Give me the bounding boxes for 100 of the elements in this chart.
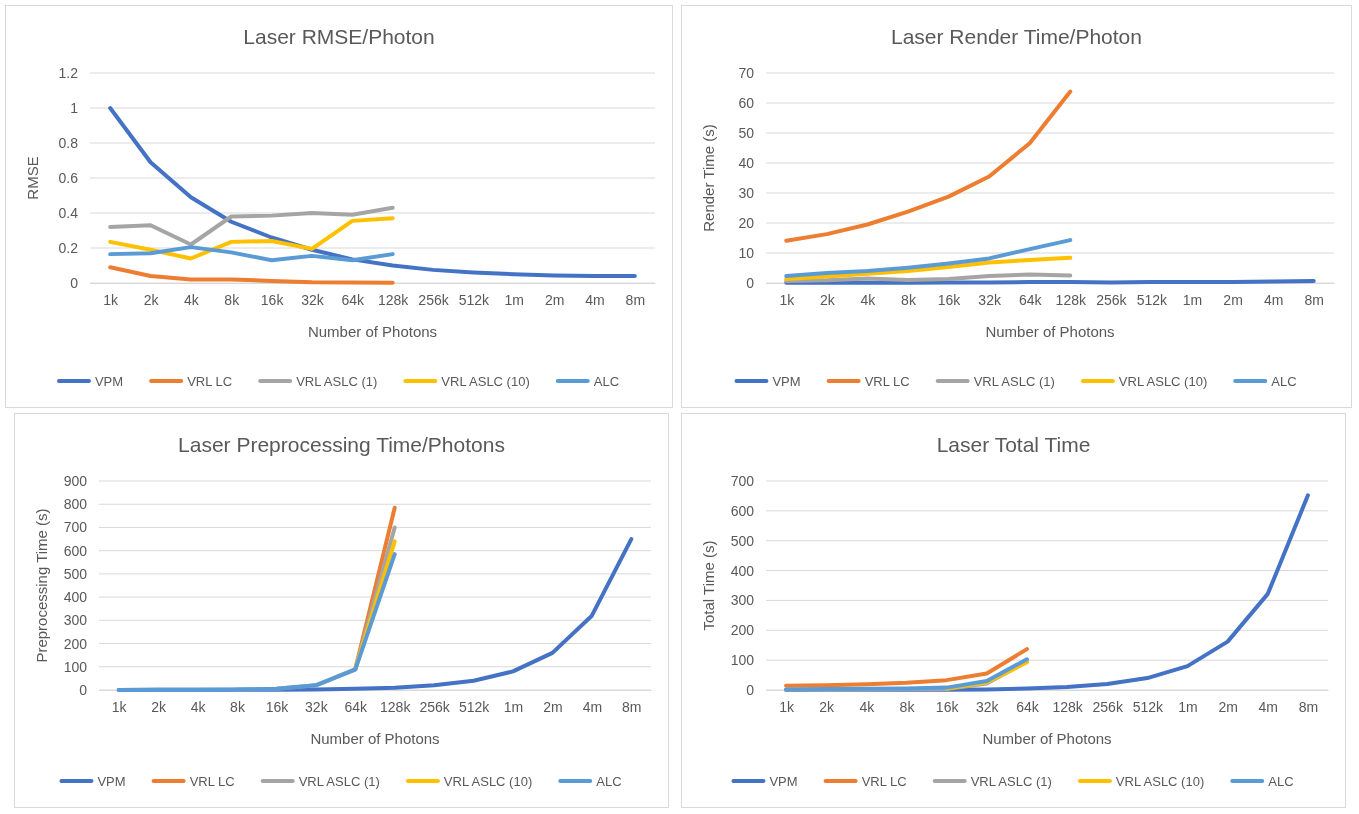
x-tick-label: 8m [1298,698,1319,715]
legend-label: VRL ASLC (1) [970,774,1052,789]
x-tick-label: 256k [418,291,450,308]
x-tick-label: 128k [1052,698,1084,715]
x-tick-label: 64k [344,698,369,715]
x-tick-label: 128k [378,291,410,308]
x-tick-label: 8k [230,698,246,715]
y-tick-label: 0.2 [58,239,79,256]
legend-label: VRL ASLC (10) [1118,374,1208,389]
y-axis-title: Total Time (s) [700,540,717,631]
legend-label: VPM [94,374,124,389]
x-tick-label: 1k [779,698,795,715]
chart-title: Laser Total Time [936,433,1091,456]
y-tick-label: 60 [738,94,755,111]
x-axis-title: Number of Photons [307,323,438,340]
y-tick-label: 600 [730,502,755,519]
x-tick-label: 16k [937,291,962,308]
x-tick-label: 512k [1136,291,1169,308]
x-tick-label: 128k [380,698,412,715]
x-tick-label: 512k [458,291,491,308]
x-tick-label: 2m [1223,291,1243,308]
x-tick-label: 4k [190,698,207,715]
legend-label: VRL ASLC (1) [296,374,378,389]
x-tick-label: 8m [625,291,646,308]
x-tick-label: 2m [544,291,565,308]
legend-label: ALC [1271,374,1297,389]
x-axis-title: Number of Photons [985,323,1115,340]
y-tick-label: 0 [746,681,755,698]
x-tick-label: 2k [143,291,160,308]
y-tick-label: 100 [730,652,755,669]
x-tick-label: 256k [1096,291,1128,308]
x-tick-label: 1m [1182,291,1203,308]
y-tick-label: 40 [738,154,755,171]
x-tick-label: 4m [1263,291,1284,308]
y-tick-label: 0.6 [58,169,79,186]
legend-label: VPM [772,374,801,389]
x-tick-label: 8m [1304,291,1324,308]
legend-label: VRL ASLC (1) [973,374,1055,389]
y-tick-label: 30 [738,184,755,201]
x-tick-label: 2k [819,291,836,308]
x-tick-label: 4m [585,291,605,308]
y-tick-label: 0 [79,681,88,698]
legend-label: VPM [97,774,126,789]
y-tick-label: 0.8 [58,134,79,151]
x-tick-label: 8k [899,698,916,715]
x-tick-label: 4m [1258,698,1279,715]
x-tick-label: 1k [779,291,796,308]
x-tick-label: 32k [976,698,1000,715]
legend-label: VRL ASLC (1) [298,774,380,789]
y-tick-label: 500 [730,532,755,549]
x-tick-label: 256k [1092,698,1124,715]
x-axis-title: Number of Photons [982,730,1112,747]
x-tick-label: 32k [301,291,325,308]
x-tick-label: 32k [978,291,1002,308]
x-tick-label: 8k [224,291,241,308]
y-tick-label: 700 [730,472,755,489]
x-tick-label: 16k [260,291,285,308]
x-tick-label: 16k [265,698,290,715]
legend-label: VRL LC [187,374,233,389]
x-tick-label: 1k [103,291,120,308]
x-tick-label: 256k [419,698,451,715]
legend-label: VRL ASLC (10) [441,374,530,389]
x-tick-label: 4k [859,698,876,715]
x-tick-label: 2k [819,698,836,715]
x-tick-label: 1m [504,291,524,308]
y-tick-label: 300 [63,612,88,629]
legend-label: ALC [1268,774,1294,789]
y-tick-label: 400 [63,589,88,606]
chart-title: Laser Preprocessing Time/Photons [178,433,505,456]
x-tick-label: 16k [935,698,960,715]
y-tick-label: 400 [730,562,755,579]
x-tick-label: 128k [1055,291,1087,308]
x-tick-label: 2m [543,698,563,715]
y-tick-label: 100 [63,658,88,675]
x-tick-label: 512k [458,698,491,715]
y-axis-title: RMSE [24,156,41,200]
y-tick-label: 200 [730,622,755,639]
y-tick-label: 10 [738,244,755,261]
x-tick-label: 512k [1132,698,1165,715]
legend-label: VRL LC [189,774,235,789]
y-tick-label: 0 [746,274,755,291]
x-tick-label: 8m [622,698,642,715]
y-tick-label: 200 [63,635,88,652]
x-tick-label: 32k [305,698,329,715]
y-tick-label: 300 [730,592,755,609]
x-tick-label: 1m [503,698,524,715]
x-tick-label: 2k [151,698,168,715]
y-tick-label: 50 [738,124,755,141]
x-tick-label: 1k [111,698,128,715]
y-axis-title: Render Time (s) [700,124,717,232]
y-axis-title: Preprocessing Time (s) [33,508,50,663]
y-tick-label: 0.4 [58,204,79,221]
y-tick-label: 900 [63,472,88,489]
y-tick-label: 700 [63,519,88,536]
legend-label: ALC [593,374,620,389]
y-tick-label: 0 [70,274,79,291]
y-tick-label: 20 [738,214,755,231]
legend-label: VRL LC [861,774,907,789]
y-tick-label: 70 [738,64,755,81]
x-axis-title: Number of Photons [310,730,440,747]
